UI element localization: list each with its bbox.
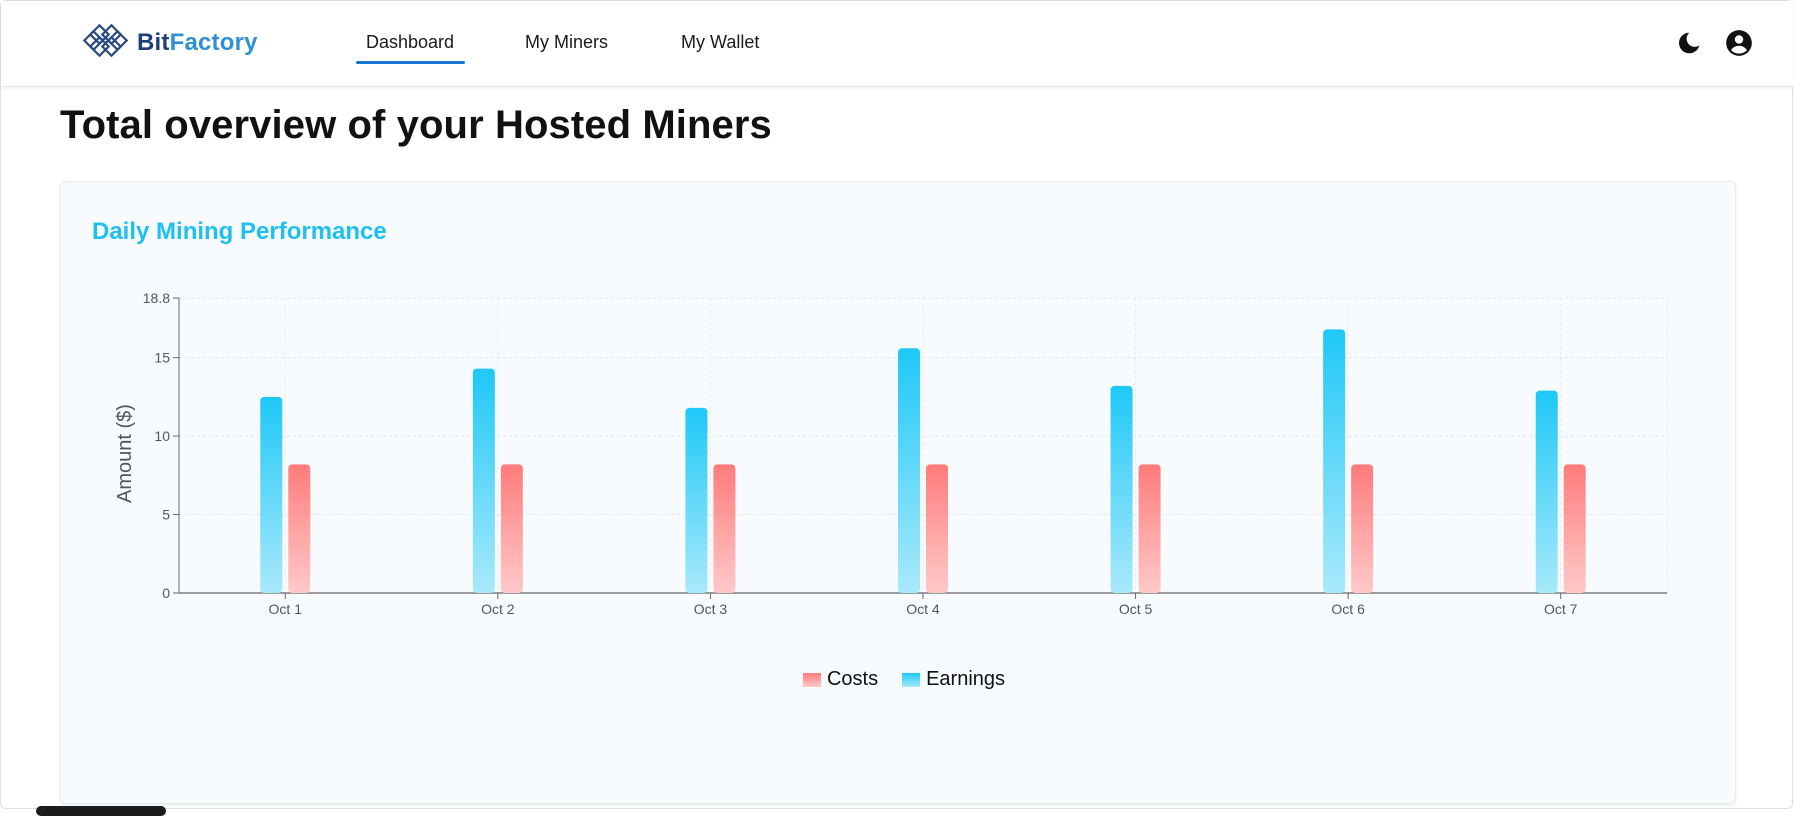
x-tick-label-6: Oct 7 — [1544, 601, 1578, 617]
bar-costs-2 — [500, 464, 523, 593]
brand-name-part1: Bit — [137, 29, 170, 56]
x-tick-label-5: Oct 6 — [1331, 601, 1365, 617]
bar-costs-7 — [1563, 464, 1586, 593]
y-axis-title: Amount ($) — [114, 404, 136, 503]
bar-earnings-3 — [685, 407, 708, 593]
bar-earnings-1 — [260, 396, 283, 593]
nav-my-miners[interactable]: My Miners — [525, 27, 608, 57]
bar-earnings-5 — [1110, 385, 1133, 593]
x-tick-label-1: Oct 2 — [481, 601, 515, 617]
card-title: Daily Mining Performance — [92, 218, 387, 245]
bitfactory-knot-logo-icon — [83, 23, 129, 58]
page-title: Total overview of your Hosted Miners — [60, 103, 772, 147]
chart-legend: Costs Earnings — [61, 668, 1737, 691]
performance-card: Daily Mining Performance 0 5 10 15 18.8 Oct 1… — [60, 181, 1736, 804]
bar-earnings-6 — [1323, 329, 1346, 593]
brand-logo[interactable]: BitFactory — [83, 21, 258, 65]
y-tick-label-1: 5 — [162, 507, 170, 523]
brand-name-part2: Factory — [169, 29, 258, 56]
y-tick-label-3: 15 — [154, 350, 170, 366]
bar-earnings-2 — [472, 368, 495, 593]
moon-icon[interactable] — [1675, 29, 1703, 57]
x-tick-label-3: Oct 4 — [906, 601, 940, 617]
legend-swatch-earnings — [902, 672, 921, 687]
brand-name: BitFactory — [137, 29, 258, 57]
taskbar-pill — [36, 806, 166, 816]
legend-item-costs[interactable]: Costs — [802, 668, 879, 691]
x-tick-label-2: Oct 3 — [694, 601, 728, 617]
bar-costs-3 — [713, 464, 736, 593]
bar-costs-5 — [1138, 464, 1161, 593]
bar-costs-4 — [926, 464, 948, 593]
bar-costs-6 — [1351, 464, 1374, 593]
legend-item-earnings[interactable]: Earnings — [902, 668, 1005, 691]
nav-active-indicator — [356, 61, 465, 64]
legend-label-costs: Costs — [826, 668, 879, 690]
top-navigation-bar: BitFactory Dashboard My Miners My Wallet — [1, 1, 1793, 87]
nav-dashboard[interactable]: Dashboard — [366, 27, 454, 57]
bar-earnings-4 — [898, 348, 920, 593]
bar-earnings-7 — [1535, 390, 1558, 593]
performance-bar-chart: 0 5 10 15 18.8 Oct 1 Oct 2 Oct 3 Oct 4 Oct 5 Oct 6… — [114, 290, 1668, 617]
x-tick-label-4: Oct 5 — [1119, 601, 1153, 617]
legend-swatch-costs — [802, 672, 821, 687]
y-tick-label-2: 10 — [154, 428, 170, 444]
legend-label-earnings: Earnings — [926, 668, 1006, 690]
nav-my-wallet[interactable]: My Wallet — [681, 27, 759, 57]
y-tick-label-0: 0 — [162, 585, 170, 601]
y-tick-label-4: 18.8 — [143, 290, 170, 306]
bar-costs-1 — [288, 464, 311, 593]
account-circle-icon[interactable] — [1725, 29, 1753, 57]
x-tick-label-0: Oct 1 — [269, 601, 303, 617]
